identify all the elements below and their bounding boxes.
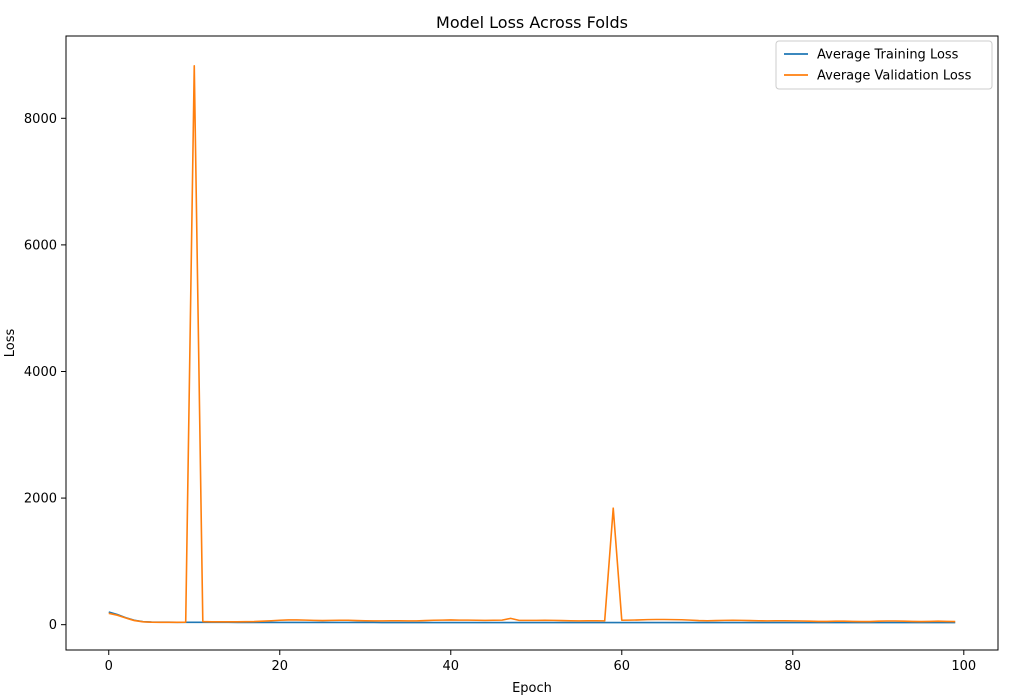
y-tick-label: 2000 — [24, 492, 57, 507]
y-tick-label: 6000 — [24, 238, 57, 253]
series-line-training — [108, 611, 956, 624]
x-axis-label: Epoch — [512, 681, 552, 696]
x-tick-label: 40 — [442, 659, 459, 674]
x-tick-label: 0 — [105, 659, 113, 674]
y-tick-label: 4000 — [24, 365, 57, 380]
chart-title: Model Loss Across Folds — [436, 13, 628, 32]
y-axis-label: Loss — [3, 329, 18, 358]
x-tick-label: 20 — [271, 659, 288, 674]
legend: Average Training Loss Average Validation … — [775, 40, 993, 90]
legend-entry: Average Training Loss — [817, 48, 959, 63]
x-tick-label: 60 — [614, 659, 631, 674]
x-axis-ticks: 0 20 40 60 80 100 — [105, 650, 976, 674]
y-axis-ticks: 0 2000 4000 6000 8000 — [24, 112, 66, 633]
legend-entry: Average Validation Loss — [817, 69, 972, 84]
x-tick-label: 80 — [785, 659, 802, 674]
y-tick-label: 0 — [49, 618, 57, 633]
legend-box — [775, 40, 993, 90]
axes-frame — [65, 35, 999, 651]
series-line-validation — [108, 64, 956, 624]
plot-area — [108, 64, 956, 624]
x-tick-label: 100 — [951, 659, 976, 674]
y-tick-label: 8000 — [24, 112, 57, 127]
